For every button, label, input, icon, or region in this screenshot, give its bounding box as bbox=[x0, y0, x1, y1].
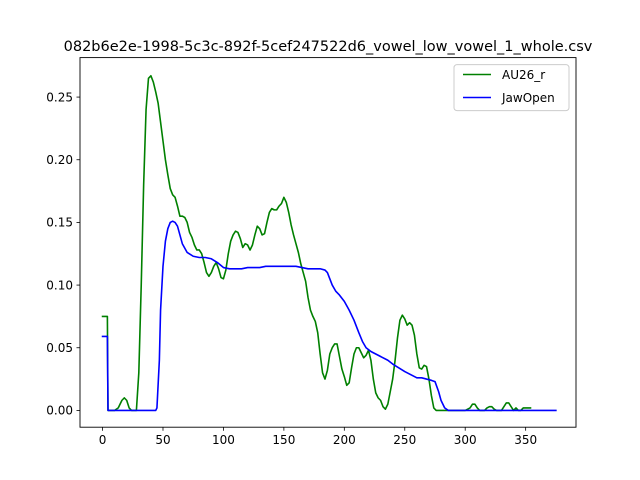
x-tick-label: 250 bbox=[393, 433, 416, 447]
y-tick-label: 0.05 bbox=[46, 341, 73, 355]
y-tick-label: 0.00 bbox=[46, 404, 73, 418]
legend: AU26_r JawOpen bbox=[453, 64, 570, 112]
y-tick-label: 0.20 bbox=[46, 153, 73, 167]
y-tick-label: 0.25 bbox=[46, 90, 73, 104]
y-tick-label: 0.15 bbox=[46, 216, 73, 230]
x-axis: 0 50 100 150 200 250 300 350 bbox=[99, 427, 537, 447]
x-tick-label: 150 bbox=[272, 433, 295, 447]
x-tick-label: 300 bbox=[454, 433, 477, 447]
plot-area bbox=[79, 57, 577, 428]
y-axis: 0.00 0.05 0.10 0.15 0.20 0.25 bbox=[46, 90, 80, 418]
plot-frame bbox=[79, 57, 577, 428]
series-line-au26-r bbox=[101, 74, 532, 412]
x-tick-label: 50 bbox=[155, 433, 170, 447]
legend-label-au26-r: AU26_r bbox=[502, 68, 545, 82]
y-tick-label: 0.10 bbox=[46, 278, 73, 292]
legend-box bbox=[453, 64, 570, 112]
legend-label-jawopen: JawOpen bbox=[501, 91, 555, 105]
x-tick-label: 100 bbox=[212, 433, 235, 447]
x-tick-label: 350 bbox=[514, 433, 537, 447]
series-line-jawopen bbox=[101, 220, 557, 412]
chart-title: 082b6e2e-1998-5c3c-892f-5cef247522d6_vow… bbox=[64, 39, 593, 55]
x-tick-label: 0 bbox=[99, 433, 107, 447]
x-tick-label: 200 bbox=[333, 433, 356, 447]
series-layer bbox=[101, 74, 557, 412]
